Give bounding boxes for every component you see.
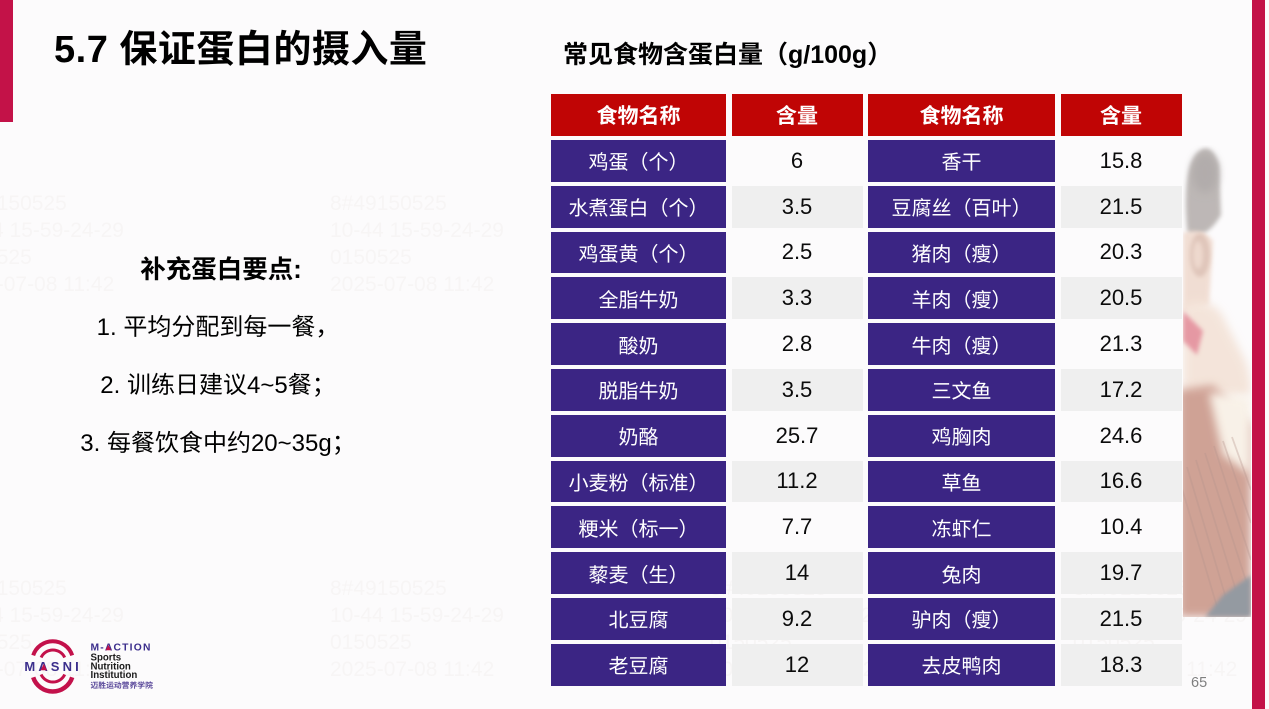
svg-text:Institution: Institution: [91, 670, 138, 681]
svg-text:MASNI: MASNI: [24, 659, 81, 674]
svg-text:Nutrition: Nutrition: [91, 661, 131, 672]
svg-text:迈胜运动营养学院: 迈胜运动营养学院: [91, 680, 154, 691]
svg-text:Sports: Sports: [91, 653, 122, 664]
svg-text:M-ACTION: M-ACTION: [91, 643, 152, 654]
